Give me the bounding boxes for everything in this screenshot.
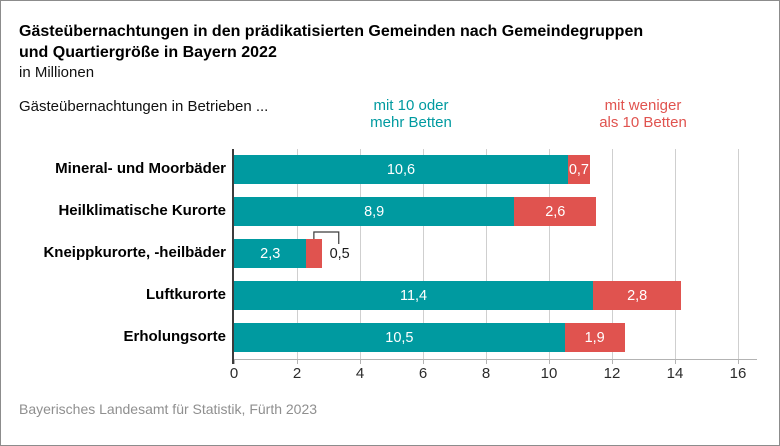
axis-tick bbox=[737, 359, 739, 364]
axis-tick bbox=[422, 359, 424, 364]
legend-prefix-label: Gästeübernachtungen in Betrieben ... bbox=[19, 98, 269, 115]
x-tick-label: 16 bbox=[729, 365, 747, 382]
gridline bbox=[737, 149, 739, 359]
legend-series1-line1: mit 10 oder bbox=[373, 97, 449, 114]
gridline bbox=[611, 149, 613, 359]
category-label: Luftkurorte bbox=[146, 286, 226, 303]
bar-value-label-outside: 0,5 bbox=[329, 246, 350, 262]
x-tick-label: 6 bbox=[418, 365, 428, 382]
legend-series1-line2: mehr Betten bbox=[370, 114, 452, 131]
category-label: Kneippkurorte, -heilbäder bbox=[43, 244, 226, 261]
axis-tick bbox=[359, 359, 361, 364]
axis-tick bbox=[485, 359, 487, 364]
category-label: Erholungsorte bbox=[123, 328, 226, 345]
source-attribution: Bayerisches Landesamt für Statistik, Für… bbox=[19, 401, 318, 417]
legend-series2-line1: mit weniger bbox=[604, 97, 682, 114]
chart-subtitle: in Millionen bbox=[19, 64, 95, 81]
axis-tick bbox=[548, 359, 550, 364]
axis-tick bbox=[296, 359, 298, 364]
bar-value-label: 10,6 bbox=[386, 161, 416, 178]
y-axis-zero-line bbox=[232, 149, 234, 364]
bar-value-label: 2,8 bbox=[627, 287, 648, 304]
bar-10-or-more-beds: 10,6 bbox=[234, 155, 568, 184]
bar-10-or-more-beds: 10,5 bbox=[234, 323, 565, 352]
bar-value-label: 1,9 bbox=[584, 329, 605, 346]
bar-10-or-more-beds: 8,9 bbox=[234, 197, 515, 226]
bar-value-label: 8,9 bbox=[364, 203, 385, 220]
gridline bbox=[548, 149, 550, 359]
legend-series-10-or-more-beds: mit 10 oder mehr Betten bbox=[351, 97, 471, 131]
x-tick-label: 2 bbox=[292, 365, 302, 382]
gridline bbox=[485, 149, 487, 359]
axis-tick bbox=[611, 359, 613, 364]
axis-tick bbox=[674, 359, 676, 364]
bar-fewer-than-10-beds bbox=[306, 239, 323, 268]
x-tick-label: 10 bbox=[540, 365, 558, 382]
bar-value-label: 2,3 bbox=[260, 245, 281, 262]
bar-value-label: 0,7 bbox=[568, 161, 589, 178]
callout-bracket bbox=[313, 231, 340, 244]
bar-fewer-than-10-beds: 0,7 bbox=[567, 155, 590, 184]
bar-value-label: 11,4 bbox=[399, 287, 428, 304]
bar-10-or-more-beds: 11,4 bbox=[234, 281, 594, 310]
x-tick-label: 8 bbox=[481, 365, 491, 382]
page-title-line-2: und Quartiergröße in Bayern 2022 bbox=[19, 44, 277, 61]
x-tick-label: 12 bbox=[603, 365, 621, 382]
bar-fewer-than-10-beds: 1,9 bbox=[564, 323, 625, 352]
gridline bbox=[359, 149, 361, 359]
bar-value-label: 10,5 bbox=[385, 329, 414, 346]
bar-value-label: 2,6 bbox=[545, 203, 566, 220]
category-label: Mineral- und Moorbäder bbox=[55, 160, 226, 177]
legend-series-fewer-than-10-beds: mit weniger als 10 Betten bbox=[581, 97, 705, 131]
gridline bbox=[674, 149, 676, 359]
page-title-line-1: Gästeübernachtungen in den prädikatisier… bbox=[19, 23, 644, 40]
gridline bbox=[422, 149, 424, 359]
x-axis-line bbox=[234, 359, 757, 360]
bar-fewer-than-10-beds: 2,6 bbox=[514, 197, 597, 226]
bar-10-or-more-beds: 2,3 bbox=[234, 239, 307, 268]
x-tick-label: 14 bbox=[666, 365, 684, 382]
x-tick-label: 4 bbox=[355, 365, 365, 382]
legend-series2-line2: als 10 Betten bbox=[599, 114, 687, 131]
x-tick-label: 0 bbox=[229, 365, 239, 382]
category-label: Heilklimatische Kurorte bbox=[58, 202, 226, 219]
bar-fewer-than-10-beds: 2,8 bbox=[593, 281, 682, 310]
axis-tick bbox=[233, 359, 235, 364]
